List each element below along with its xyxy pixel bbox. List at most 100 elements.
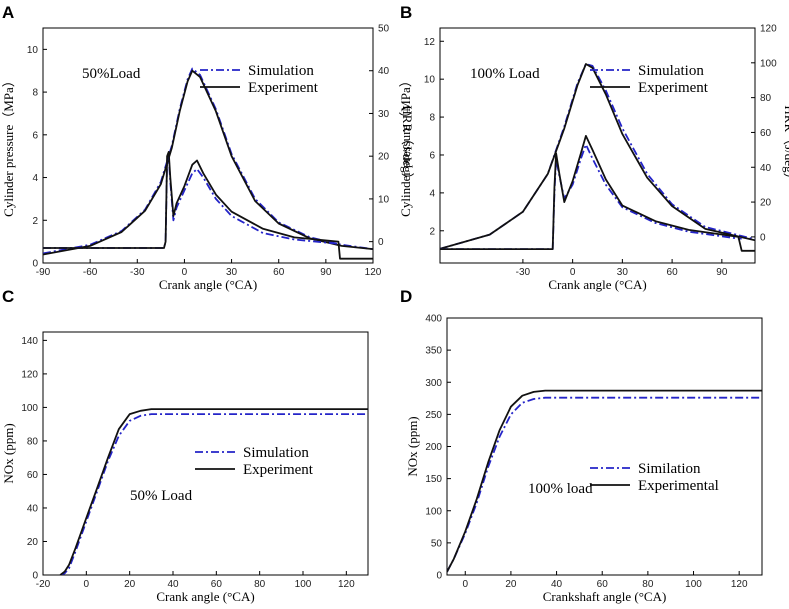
- load-annotation: 50%Load: [82, 66, 141, 82]
- legend-label: Simulation: [248, 63, 314, 79]
- y2-tick-label: 40: [760, 163, 772, 174]
- y-axis-label: Cylinder pressure（MPa）: [398, 74, 413, 217]
- x-tick-label: 80: [254, 579, 266, 590]
- y2-tick-label: 10: [378, 194, 390, 205]
- y-tick-label: 140: [21, 336, 38, 347]
- x-tick-label: 60: [597, 579, 609, 590]
- x-tick-label: -60: [83, 267, 98, 278]
- y-tick-label: 150: [425, 474, 442, 485]
- series-line-experiment-left: [43, 69, 373, 256]
- y2-axis-label: HRR（J/deg）: [400, 105, 415, 185]
- x-tick-label: 90: [320, 267, 332, 278]
- y-tick-label: 6: [32, 130, 38, 141]
- x-tick-label: 90: [716, 267, 728, 278]
- x-tick-label: -90: [36, 267, 51, 278]
- y-tick-label: 100: [425, 506, 442, 517]
- legend-label: Simulation: [638, 63, 704, 79]
- y-tick-label: 10: [27, 45, 39, 56]
- series-line-experiment: [59, 408, 368, 575]
- plot-frame: [42, 331, 369, 576]
- y2-axis-label: HRR（J/deg）: [782, 105, 789, 185]
- panel-label: B: [400, 3, 412, 22]
- y-tick-label: 2: [32, 216, 38, 227]
- plot-frame: [439, 27, 756, 264]
- chart-panel-b: B-30 0 30 60 9024681012020406080100120Crank …: [398, 3, 789, 292]
- y2-tick-label: 0: [760, 232, 766, 243]
- y-tick-label: 20: [27, 537, 39, 548]
- y-tick-label: 0: [32, 571, 38, 582]
- y2-tick-label: 30: [378, 109, 390, 120]
- y2-tick-label: 120: [760, 24, 777, 35]
- legend-label: Similation: [638, 461, 701, 477]
- x-tick-label: -30: [130, 267, 145, 278]
- x-tick-label: 60: [211, 579, 223, 590]
- series-line-experiment-left: [440, 63, 755, 250]
- y-tick-label: 40: [27, 503, 39, 514]
- x-tick-label: 60: [273, 267, 285, 278]
- panel-label: A: [2, 3, 14, 22]
- series-line-experiment-right: [43, 151, 373, 260]
- y-tick-label: 400: [425, 314, 442, 325]
- series-line-simulation-right: [43, 155, 340, 249]
- x-tick-label: 20: [124, 579, 136, 590]
- y2-tick-label: 40: [378, 66, 390, 77]
- x-tick-label: 100: [295, 579, 312, 590]
- y-axis-label: Cylinder pressure（MPa）: [1, 74, 16, 217]
- x-tick-label: 120: [365, 267, 382, 278]
- y-tick-label: 2: [429, 226, 435, 237]
- y-tick-label: 10: [424, 75, 436, 86]
- y-tick-label: 250: [425, 410, 442, 421]
- x-tick-label: 30: [226, 267, 238, 278]
- x-tick-label: 20: [505, 579, 517, 590]
- y-tick-label: 300: [425, 378, 442, 389]
- x-tick-label: 0: [462, 579, 468, 590]
- x-axis-label: Crank angle (°CA): [159, 277, 257, 292]
- y2-tick-label: 80: [760, 93, 772, 104]
- y2-tick-label: 20: [760, 198, 772, 209]
- x-tick-label: 120: [338, 579, 355, 590]
- x-tick-label: -30: [516, 267, 531, 278]
- y-tick-label: 100: [21, 403, 38, 414]
- legend-label: Experiment: [638, 80, 709, 96]
- series-line-simulation-right: [440, 143, 742, 250]
- x-tick-label: 0: [84, 579, 90, 590]
- legend-label: Simulation: [243, 445, 309, 461]
- x-tick-label: 40: [551, 579, 563, 590]
- x-tick-label: 0: [182, 267, 188, 278]
- load-annotation: 50% Load: [130, 488, 193, 504]
- x-axis-label: Crankshaft angle (°CA): [543, 589, 667, 604]
- x-axis-label: Crank angle (°CA): [548, 277, 646, 292]
- chart-panel-a: A -90 -60 -30 0 30 60 90 120 0 2 4 6 8 10 0 10 20 30 40 50 Cr…: [1, 3, 415, 292]
- load-annotation: 100% Load: [470, 66, 540, 82]
- x-tick-label: 80: [642, 579, 654, 590]
- y-tick-label: 12: [424, 37, 436, 48]
- chart-panel-c: C-20 0 20 40 60 80 100 120020406080100120140Cra…: [1, 287, 369, 604]
- series-line-simulation: [59, 413, 368, 575]
- y-tick-label: 4: [429, 188, 435, 199]
- x-tick-label: 100: [685, 579, 702, 590]
- panel-label: D: [400, 287, 412, 306]
- x-tick-label: 120: [731, 579, 748, 590]
- legend-label: Experimental: [638, 478, 719, 494]
- y-tick-label: 8: [429, 113, 435, 124]
- load-annotation: 100% load: [528, 481, 593, 497]
- x-tick-label: 30: [617, 267, 629, 278]
- y-tick-label: 50: [431, 538, 443, 549]
- series-line-experimental: [447, 389, 762, 573]
- y-tick-label: 0: [32, 259, 38, 270]
- y-axis-label: NOx (ppm): [1, 423, 16, 483]
- y-tick-label: 200: [425, 442, 442, 453]
- y2-tick-label: 50: [378, 24, 390, 35]
- x-tick-label: 60: [667, 267, 679, 278]
- y-axis-label: NOx (ppm): [405, 416, 420, 476]
- y2-tick-label: 100: [760, 58, 777, 69]
- x-tick-label: 40: [167, 579, 179, 590]
- y-tick-label: 8: [32, 88, 38, 99]
- x-tick-label: 0: [570, 267, 576, 278]
- panel-label: C: [2, 287, 14, 306]
- chart-panel-d: D 0 20 40 60 80 100 120 0 50 100 150 200 250 300 350 400…: [400, 287, 763, 604]
- y2-tick-label: 20: [378, 152, 390, 163]
- y-tick-label: 0: [436, 571, 442, 582]
- y-tick-label: 80: [27, 436, 39, 447]
